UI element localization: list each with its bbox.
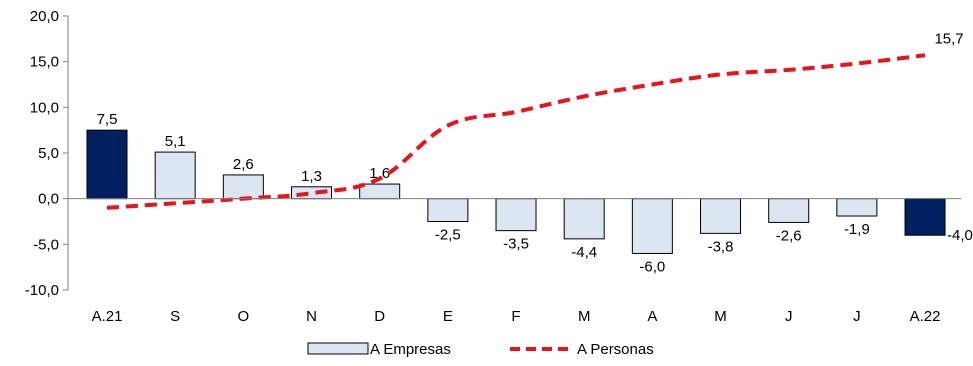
bar-value-label: -2,6 — [776, 227, 802, 244]
bar-s-1 — [155, 152, 195, 199]
x-tick-label: S — [170, 308, 180, 325]
bar-value-label: 1,3 — [301, 168, 322, 185]
y-tick-label: -5,0 — [33, 236, 59, 253]
bar-e-5 — [428, 199, 468, 222]
x-tick-label: M — [714, 308, 727, 325]
bar-j-10 — [769, 199, 809, 223]
x-tick-label: N — [306, 308, 317, 325]
y-tick-label: -10,0 — [25, 282, 59, 299]
x-tick-label: J — [853, 308, 861, 325]
bar-value-label: 2,6 — [233, 156, 254, 173]
bar-value-label: -3,8 — [708, 238, 734, 255]
y-tick-label: 20,0 — [30, 8, 59, 25]
x-tick-label: A — [647, 308, 657, 325]
y-axis: 20,0 15,0 10,0 5,0 0,0 -5,0 -10,0 — [25, 8, 68, 299]
a-personas-end-label: 15,7 — [934, 30, 963, 47]
bar-value-label: -4,0 — [947, 227, 973, 244]
y-tick-label: 15,0 — [30, 54, 59, 71]
bar-value-label: 7,5 — [97, 111, 118, 128]
x-tick-label: A.22 — [910, 308, 941, 325]
bar-value-label: 5,1 — [165, 133, 186, 150]
bar-a-8 — [632, 199, 672, 254]
bar-f-6 — [496, 199, 536, 231]
bar-value-label: -1,9 — [844, 221, 870, 238]
y-tick-label: 5,0 — [38, 145, 59, 162]
bar-a22-12 — [905, 199, 945, 236]
x-tick-label: F — [511, 308, 520, 325]
y-tick-label: 10,0 — [30, 99, 59, 116]
bar-j-11 — [837, 199, 877, 216]
x-tick-label: J — [785, 308, 793, 325]
y-tick-label: 0,0 — [38, 191, 59, 208]
bar-value-label: -3,5 — [503, 236, 529, 253]
x-tick-label: M — [578, 308, 591, 325]
bar-a21-0 — [87, 130, 127, 199]
x-tick-label: O — [238, 308, 250, 325]
x-tick-label: D — [374, 308, 385, 325]
legend-label-a-empresas: A Empresas — [370, 341, 451, 358]
bar-o-2 — [223, 175, 263, 199]
x-tick-label: E — [443, 308, 453, 325]
bar-m-9 — [701, 199, 741, 234]
bar-value-label: -6,0 — [639, 258, 665, 275]
bar-value-label: -4,4 — [571, 244, 597, 261]
bar-m-7 — [564, 199, 604, 239]
legend: A Empresas A Personas — [308, 341, 654, 358]
bar-value-label: -2,5 — [435, 227, 461, 244]
bar-d-4 — [360, 184, 400, 199]
x-tick-label: A.21 — [92, 308, 123, 325]
legend-label-a-personas: A Personas — [577, 341, 654, 358]
legend-swatch-a-empresas — [308, 343, 368, 354]
